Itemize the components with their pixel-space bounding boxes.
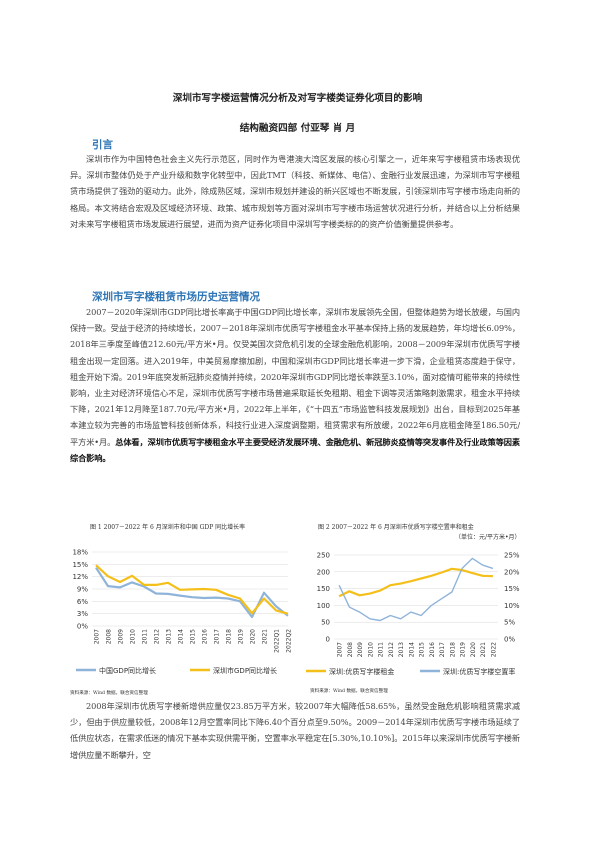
figure1-x-tick-label: 2011 xyxy=(142,629,149,644)
figure2-x-tick-label: 2013 xyxy=(398,642,405,657)
figure1-y-tick-label: 18% xyxy=(72,549,88,557)
figure1-x-tick-label: 2008 xyxy=(106,629,113,644)
figure2-x-tick-label: 2011 xyxy=(378,642,385,657)
figure2-right-y-tick-label: 20% xyxy=(504,568,520,576)
china-gdp-growth-line xyxy=(95,567,289,619)
figure2-x-tick-label: 2021 xyxy=(480,642,487,657)
figure1-y-tick-label: 9% xyxy=(77,586,88,594)
figure1-grid xyxy=(92,551,288,627)
figure2-right-y-tick-label: 0% xyxy=(504,636,515,644)
figure1-x-tick-label: 2017 xyxy=(214,629,221,644)
figure2-left-y-tick-label: 100 xyxy=(317,602,330,610)
shenzhen-office-vacancy-line xyxy=(338,557,494,622)
figure2-grid xyxy=(334,554,498,640)
figure1-x-tick-label: 2022Q2 xyxy=(286,629,293,653)
figure1-x-ticks: 2007 2008 2009 2010 2011 2012 2013 2014 2015 2016… xyxy=(94,629,293,653)
figure2-x-tick-label: 2015 xyxy=(419,642,426,657)
figure1-x-tick-label: 2016 xyxy=(202,629,209,644)
figure1-x-tick-label: 2020 xyxy=(250,629,257,644)
figure2-left-y-tick-label: 0 xyxy=(326,636,330,644)
figure2-left-y-tick-label: 250 xyxy=(317,552,330,560)
figure2-x-ticks: 2007 2008 2009 2010 2011 2012 2013 2014 2015 2016… xyxy=(337,642,498,657)
figure2-x-tick-label: 2010 xyxy=(367,642,374,657)
figure2-x-tick-label: 2018 xyxy=(449,642,456,657)
figure2-right-y-tick-label: 10% xyxy=(504,602,520,610)
closing-paragraph: 2008年深圳市优质写字楼新增供应量仅23.85万平方米，较2007年大幅降低5… xyxy=(70,701,520,760)
figure1-y-tick-label: 3% xyxy=(77,610,88,618)
figure1-legend-label: 中国GDP同比增长 xyxy=(99,666,156,675)
section-paragraph-summary: 总体看，深圳市优质写字楼租金水平主要受经济发展环境、金融危机、新冠肺炎疫情等突发… xyxy=(70,436,520,463)
figure2-x-tick-label: 2022 xyxy=(490,642,497,657)
figure2-y-ticks: 0 50 100 150 200 250 0% 5% 10% 15% 20% 25% xyxy=(317,552,520,644)
figure1-y-tick-label: 12% xyxy=(72,573,88,581)
figure2-left-y-tick-label: 200 xyxy=(317,568,330,576)
figure2-x-tick-label: 2014 xyxy=(408,642,415,657)
figure1-x-tick-label: 2007 xyxy=(94,629,101,644)
figure1-x-tick-label: 2021 xyxy=(262,629,269,644)
figure2-x-tick-label: 2012 xyxy=(388,642,395,657)
figure2-legend: 深圳:优质写字楼租金 深圳:优质写字楼空置率 xyxy=(306,667,515,676)
figure2-caption: 图 2 2007－2022 年 6 月深圳市优质写字楼空置率和租金 xyxy=(318,524,474,531)
figure2-x-tick-label: 2017 xyxy=(439,642,446,657)
figure1-y-ticks: 0% 3% 6% 9% 12% 15% 18% xyxy=(72,549,88,631)
figure2-right-y-tick-label: 25% xyxy=(504,552,520,560)
intro-paragraph: 深圳市作为中国特色社会主义先行示范区，同时作为粤港澳大湾区发展的核心引擎之一，近… xyxy=(70,154,520,229)
shenzhen-office-rent-line xyxy=(338,567,493,598)
figure2-x-tick-label: 2009 xyxy=(357,642,364,657)
figure1-series xyxy=(95,564,289,619)
figure1-x-tick-label: 2012 xyxy=(154,629,161,644)
figure1-y-tick-label: 0% xyxy=(77,623,88,631)
figure1-chart: 0%3%6%9%12%15%18% 2007 2008 2009 2010 2011 20… xyxy=(72,549,293,676)
figure2-series xyxy=(338,557,494,622)
figure1-x-tick-label: 2013 xyxy=(166,629,173,644)
figure1-x-tick-label: 2014 xyxy=(178,629,185,644)
figure2-x-tick-label: 2016 xyxy=(429,642,436,657)
figure2-left-y-tick-label: 50 xyxy=(321,619,330,627)
figure2-unit: （单位：元/平方米•月） xyxy=(455,534,521,541)
figure2-x-tick-label: 2008 xyxy=(347,642,354,657)
figure2-source: 资料来源：Wind 数据，联合资信整理 xyxy=(310,689,388,694)
figure2-right-y-tick-label: 5% xyxy=(504,619,515,627)
figure2-x-tick-label: 2019 xyxy=(460,642,467,657)
figure1-legend: 中国GDP同比增长 深圳市GDP同比增长 xyxy=(76,666,277,675)
figure2-x-tick-label: 2007 xyxy=(337,642,344,657)
figure1-x-tick-label: 2019 xyxy=(238,629,245,644)
paper-authors: 结构融资四部 付亚琴 肖 月 xyxy=(239,123,356,134)
section-paragraph-text: 2007－2020年深圳市GDP同比增长率高于中国GDP同比增长率，深圳市发展领… xyxy=(70,307,520,447)
figure1-x-tick-label: 2015 xyxy=(190,629,197,644)
intro-heading: 引言 xyxy=(92,139,113,151)
figure1-x-tick-label: 2018 xyxy=(226,629,233,644)
figure1-y-tick-label: 6% xyxy=(77,598,88,606)
figure1-x-tick-label: 2010 xyxy=(130,629,137,644)
figure1-y-tick-label: 15% xyxy=(72,561,88,569)
figure1-x-tick-label: 2022Q1 xyxy=(274,629,281,653)
figure2-chart: 0 50 100 150 200 250 0% 5% 10% 15% 20% 25% 2007 2008… xyxy=(306,552,520,676)
figure1-caption: 图 1 2007－2022 年 6 月深圳市和中国 GDP 同比增长率 xyxy=(90,524,246,531)
figure2-legend-label: 深圳:优质写字楼空置率 xyxy=(443,667,515,676)
section-paragraph: 2007－2020年深圳市GDP同比增长率高于中国GDP同比增长率，深圳市发展领… xyxy=(70,304,520,466)
figure1-x-tick-label: 2009 xyxy=(118,629,125,644)
figure1-source: 资料来源：Wind 数据，联合资信整理 xyxy=(70,691,148,696)
figure2-x-tick-label: 2020 xyxy=(470,642,477,657)
figure2-left-y-tick-label: 150 xyxy=(317,585,330,593)
shenzhen-gdp-growth-line xyxy=(95,564,289,615)
section-heading: 深圳市写字楼租赁市场历史运营情况 xyxy=(92,291,260,303)
paper-title: 深圳市写字楼运营情况分析及对写字楼类证券化项目的影响 xyxy=(172,93,423,104)
figure2-legend-label: 深圳:优质写字楼租金 xyxy=(329,667,394,676)
figure1-legend-label: 深圳市GDP同比增长 xyxy=(213,666,277,675)
figure2-right-y-tick-label: 15% xyxy=(504,585,520,593)
